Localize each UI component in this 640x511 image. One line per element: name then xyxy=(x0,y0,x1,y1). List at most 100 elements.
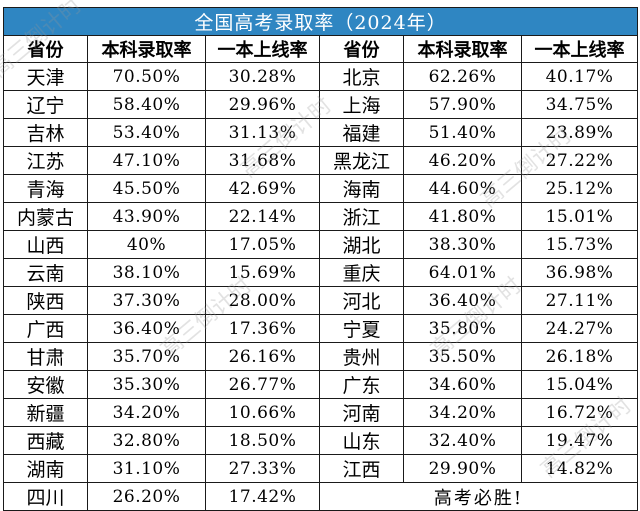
cell-undergrad-rate: 32.40% xyxy=(403,426,522,455)
cell-tier1-rate: 17.05% xyxy=(205,230,320,259)
header-row: 省份 本科录取率 一本上线率 省份 本科录取率 一本上线率 xyxy=(3,35,639,63)
cell-province: 山东 xyxy=(319,426,404,455)
cell-undergrad-rate: 43.90% xyxy=(87,202,206,231)
cell-tier1-rate: 19.47% xyxy=(520,426,639,455)
cell-undergrad-rate: 40% xyxy=(87,230,206,259)
cell-undergrad-rate: 38.30% xyxy=(403,230,522,259)
header-undergrad-rate-left: 本科录取率 xyxy=(87,35,206,63)
cell-province: 浙江 xyxy=(319,202,404,231)
cell-undergrad-rate: 35.50% xyxy=(403,342,522,371)
header-province-left: 省份 xyxy=(3,35,88,63)
table-row: 陕西 37.30% 28.00% 河北 36.40% 27.11% xyxy=(3,286,639,315)
cell-tier1-rate: 23.89% xyxy=(520,118,639,147)
table-row: 新疆 34.20% 10.66% 河南 34.20% 16.72% xyxy=(3,398,639,427)
cell-undergrad-rate: 34.20% xyxy=(87,398,206,427)
cell-tier1-rate: 15.73% xyxy=(520,230,639,259)
table-row: 甘肃 35.70% 26.16% 贵州 35.50% 26.18% xyxy=(3,342,639,371)
cell-tier1-rate: 14.82% xyxy=(520,454,639,483)
table-row: 湖南 31.10% 27.33% 江西 29.90% 14.82% xyxy=(3,454,639,483)
cell-tier1-rate: 24.27% xyxy=(520,314,639,343)
cell-province: 山西 xyxy=(3,230,88,259)
cell-province: 河南 xyxy=(319,398,404,427)
header-undergrad-rate-right: 本科录取率 xyxy=(403,35,522,63)
cell-undergrad-rate: 41.80% xyxy=(403,202,522,231)
table-row: 青海 45.50% 42.69% 海南 44.60% 25.12% xyxy=(3,174,639,203)
cell-tier1-rate: 42.69% xyxy=(205,174,320,203)
cell-undergrad-rate: 53.40% xyxy=(87,118,206,147)
cell-undergrad-rate: 37.30% xyxy=(87,286,206,315)
table-row: 吉林 53.40% 31.13% 福建 51.40% 23.89% xyxy=(3,118,639,147)
cell-undergrad-rate: 64.01% xyxy=(403,258,522,287)
cell-undergrad-rate: 57.90% xyxy=(403,90,522,119)
cell-undergrad-rate: 34.20% xyxy=(403,398,522,427)
admission-rate-table: 全国高考录取率（2024年） 省份 本科录取率 一本上线率 省份 本科录取率 一… xyxy=(2,7,639,511)
cell-province: 广西 xyxy=(3,314,88,343)
title-row: 全国高考录取率（2024年） xyxy=(2,7,639,36)
table-row: 安徽 35.30% 26.77% 广东 34.60% 15.04% xyxy=(3,370,639,399)
cell-province: 甘肃 xyxy=(3,342,88,371)
table-row: 天津 70.50% 30.28% 北京 62.26% 40.17% xyxy=(3,62,639,91)
cell-province: 新疆 xyxy=(3,398,88,427)
cell-tier1-rate: 26.77% xyxy=(205,370,320,399)
cell-province: 湖北 xyxy=(319,230,404,259)
table-row: 内蒙古 43.90% 22.14% 浙江 41.80% 15.01% xyxy=(3,202,639,231)
cell-province: 北京 xyxy=(319,62,404,91)
cell-undergrad-rate: 35.30% xyxy=(87,370,206,399)
cell-undergrad-rate: 32.80% xyxy=(87,426,206,455)
cell-undergrad-rate: 45.50% xyxy=(87,174,206,203)
cell-tier1-rate: 27.22% xyxy=(520,146,639,175)
table-title: 全国高考录取率（2024年） xyxy=(2,7,639,36)
cell-province: 海南 xyxy=(319,174,404,203)
cell-tier1-rate: 17.36% xyxy=(205,314,320,343)
cell-province: 四川 xyxy=(3,482,88,511)
cell-undergrad-rate: 46.20% xyxy=(403,146,522,175)
cell-tier1-rate: 16.72% xyxy=(520,398,639,427)
cell-province: 安徽 xyxy=(3,370,88,399)
cell-tier1-rate: 27.11% xyxy=(520,286,639,315)
cell-province: 江西 xyxy=(319,454,404,483)
cell-province: 福建 xyxy=(319,118,404,147)
cell-undergrad-rate: 36.40% xyxy=(87,314,206,343)
table-row: 辽宁 58.40% 29.96% 上海 57.90% 34.75% xyxy=(3,90,639,119)
cell-tier1-rate: 31.68% xyxy=(205,146,320,175)
cell-tier1-rate: 15.69% xyxy=(205,258,320,287)
cell-province: 青海 xyxy=(3,174,88,203)
cell-tier1-rate: 29.96% xyxy=(205,90,320,119)
cell-tier1-rate: 26.16% xyxy=(205,342,320,371)
cell-tier1-rate: 30.28% xyxy=(205,62,320,91)
cell-province: 上海 xyxy=(319,90,404,119)
cell-province: 内蒙古 xyxy=(3,202,88,231)
cell-province: 广东 xyxy=(319,370,404,399)
cell-province: 陕西 xyxy=(3,286,88,315)
cell-undergrad-rate: 35.80% xyxy=(403,314,522,343)
cell-undergrad-rate: 62.26% xyxy=(403,62,522,91)
table-row: 山西 40% 17.05% 湖北 38.30% 15.73% xyxy=(3,230,639,259)
cell-tier1-rate: 34.75% xyxy=(520,90,639,119)
cell-tier1-rate: 15.01% xyxy=(520,202,639,231)
cell-undergrad-rate: 35.70% xyxy=(87,342,206,371)
cell-undergrad-rate: 51.40% xyxy=(403,118,522,147)
header-province-right: 省份 xyxy=(319,35,404,63)
table-row: 江苏 47.10% 31.68% 黑龙江 46.20% 27.22% xyxy=(3,146,639,175)
cell-province: 西藏 xyxy=(3,426,88,455)
cell-province: 黑龙江 xyxy=(319,146,404,175)
cell-province: 吉林 xyxy=(3,118,88,147)
cell-tier1-rate: 26.18% xyxy=(520,342,639,371)
slogan-cell: 高考必胜! xyxy=(318,482,639,511)
cell-undergrad-rate: 70.50% xyxy=(87,62,206,91)
header-tier1-rate-left: 一本上线率 xyxy=(205,35,320,63)
cell-tier1-rate: 40.17% xyxy=(520,62,639,91)
cell-undergrad-rate: 29.90% xyxy=(403,454,522,483)
cell-undergrad-rate: 47.10% xyxy=(87,146,206,175)
cell-tier1-rate: 22.14% xyxy=(205,202,320,231)
cell-undergrad-rate: 38.10% xyxy=(87,258,206,287)
cell-undergrad-rate: 34.60% xyxy=(403,370,522,399)
cell-province: 贵州 xyxy=(319,342,404,371)
header-tier1-rate-right: 一本上线率 xyxy=(520,35,639,63)
cell-undergrad-rate: 58.40% xyxy=(87,90,206,119)
table-row: 云南 38.10% 15.69% 重庆 64.01% 36.98% xyxy=(3,258,639,287)
cell-tier1-rate: 18.50% xyxy=(205,426,320,455)
cell-province: 辽宁 xyxy=(3,90,88,119)
cell-undergrad-rate: 44.60% xyxy=(403,174,522,203)
